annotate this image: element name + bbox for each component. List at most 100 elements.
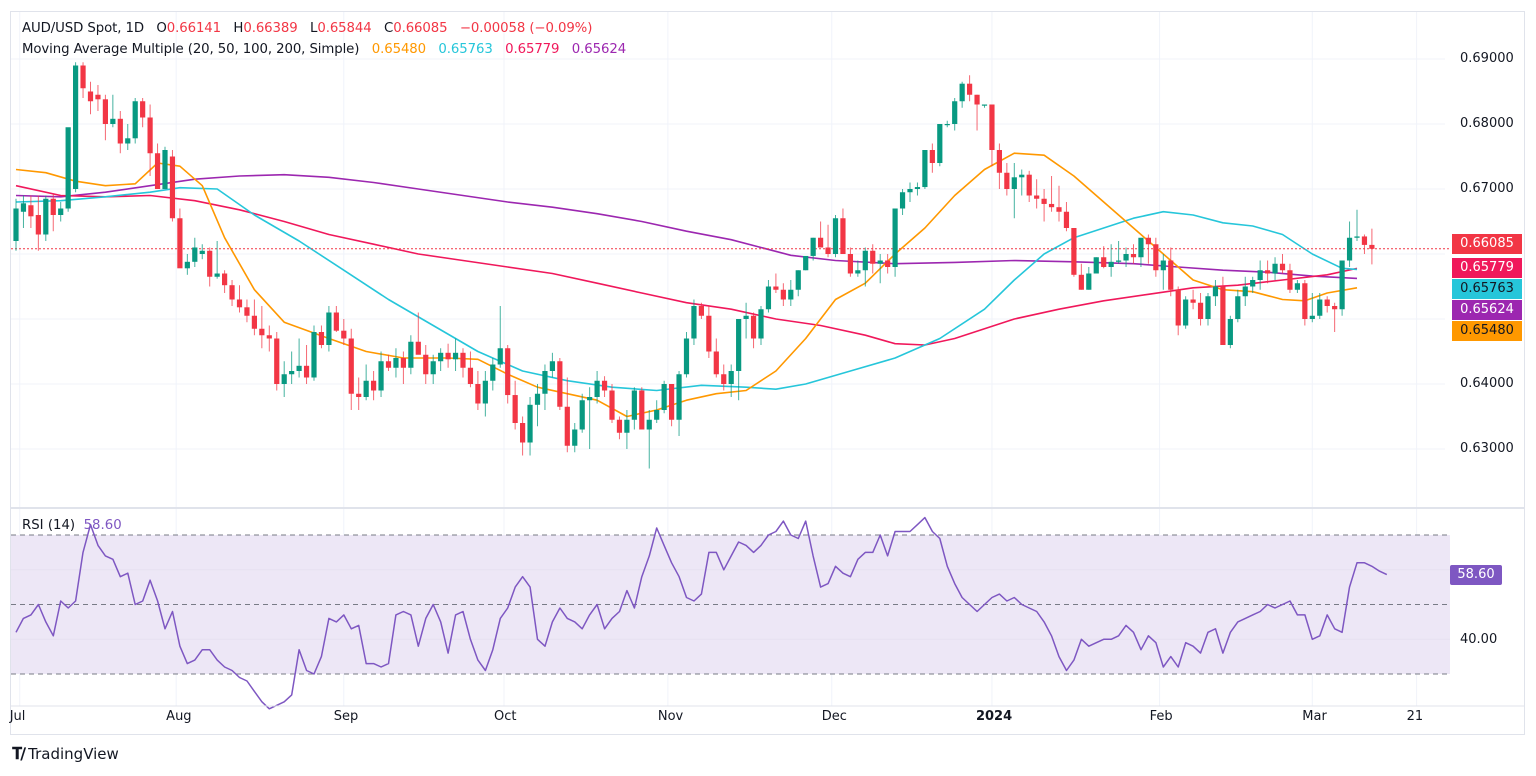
- candle-body: [758, 309, 764, 339]
- candle: [154, 143, 161, 189]
- rsi-value-tag: 58.60: [1450, 565, 1502, 585]
- candle: [65, 127, 71, 212]
- candle-body: [1272, 263, 1278, 274]
- candle-body: [713, 351, 719, 375]
- candle-body: [117, 118, 123, 144]
- candle: [1227, 315, 1233, 349]
- candle-body: [266, 335, 272, 339]
- candle: [758, 306, 764, 345]
- ma-title[interactable]: Moving Average Multiple (20, 50, 100, 20…: [22, 42, 360, 57]
- candle: [870, 244, 876, 274]
- candle: [944, 120, 950, 128]
- candle: [616, 416, 623, 440]
- candle-body: [289, 371, 295, 375]
- candle-body: [810, 237, 816, 256]
- candle: [676, 371, 682, 436]
- candle: [765, 280, 772, 313]
- candle-body: [877, 260, 883, 264]
- candle: [1130, 244, 1137, 264]
- candle: [1145, 234, 1151, 264]
- candle-body: [587, 397, 593, 401]
- candle: [378, 351, 384, 397]
- candle: [110, 94, 116, 128]
- candle-body: [1168, 260, 1174, 290]
- candle: [1108, 244, 1114, 277]
- last-price-tag: 0.66085: [1452, 234, 1522, 254]
- candle: [1309, 293, 1315, 323]
- time-axis-tick: Dec: [821, 709, 847, 724]
- candle: [646, 410, 652, 469]
- candle-body: [13, 208, 19, 241]
- candle: [1101, 246, 1107, 269]
- candle: [43, 195, 49, 241]
- price-axis-tick: 0.69000: [1460, 51, 1514, 66]
- candle: [430, 354, 436, 384]
- candle-body: [1026, 174, 1032, 196]
- candle-body: [1197, 302, 1204, 319]
- candle-body: [80, 65, 86, 89]
- candle: [303, 345, 310, 384]
- candle-body: [1190, 299, 1196, 303]
- candle: [1250, 276, 1256, 293]
- candle: [1369, 228, 1375, 265]
- symbol-label[interactable]: AUD/USD Spot, 1D: [22, 21, 144, 36]
- candle: [1235, 289, 1241, 323]
- candle-body: [512, 395, 518, 423]
- candle: [423, 345, 429, 384]
- rsi-title[interactable]: RSI (14): [22, 518, 76, 533]
- candle-body: [281, 374, 287, 384]
- candle: [371, 371, 377, 401]
- candle: [87, 81, 94, 115]
- candles: [13, 62, 1375, 469]
- candle: [1339, 260, 1345, 316]
- candle-body: [110, 118, 116, 124]
- candle-body: [1279, 263, 1286, 271]
- candle-body: [251, 315, 257, 329]
- candle-body: [1205, 296, 1211, 319]
- rsi-line: [15, 516, 1388, 710]
- candle-body: [1108, 261, 1114, 267]
- candle: [542, 364, 548, 410]
- tradingview-logo[interactable]: 𝐓∕ TradingView: [12, 744, 119, 764]
- candle: [251, 299, 257, 336]
- candle-body: [1048, 203, 1055, 208]
- candle: [654, 400, 660, 423]
- candle-body: [482, 380, 488, 404]
- candle: [885, 254, 891, 274]
- candle-body: [996, 150, 1002, 173]
- close-label: C: [384, 21, 394, 36]
- candle-body: [87, 91, 94, 102]
- candle-body: [385, 361, 392, 368]
- candle: [214, 241, 220, 279]
- rsi-panel: [11, 516, 1450, 710]
- price-axis-tick: 0.68000: [1460, 116, 1514, 131]
- ma50-price-tag: 0.65763: [1452, 279, 1522, 299]
- candle-body: [922, 150, 928, 188]
- candle: [207, 247, 213, 287]
- candle: [840, 208, 846, 254]
- candle: [564, 377, 570, 453]
- candle: [527, 397, 533, 456]
- high-value: 0.66389: [243, 21, 298, 36]
- candle: [348, 328, 354, 410]
- candle: [1242, 276, 1248, 306]
- candle-body: [20, 203, 27, 212]
- candle-body: [907, 189, 913, 193]
- candle: [750, 312, 757, 349]
- candle-body: [1160, 260, 1166, 271]
- tradingview-logo-icon: 𝐓∕: [12, 744, 26, 763]
- candle: [1205, 293, 1211, 326]
- candle-body: [803, 255, 809, 271]
- candle-body: [125, 138, 131, 144]
- candle-body: [177, 218, 183, 269]
- candle-body: [780, 289, 786, 300]
- candle: [281, 361, 287, 397]
- candle: [862, 247, 868, 287]
- candle: [624, 410, 630, 449]
- candle-body: [557, 361, 563, 407]
- candle-body: [65, 127, 71, 209]
- candle-body: [750, 315, 757, 339]
- candle-body: [1175, 289, 1181, 326]
- candle: [587, 387, 593, 449]
